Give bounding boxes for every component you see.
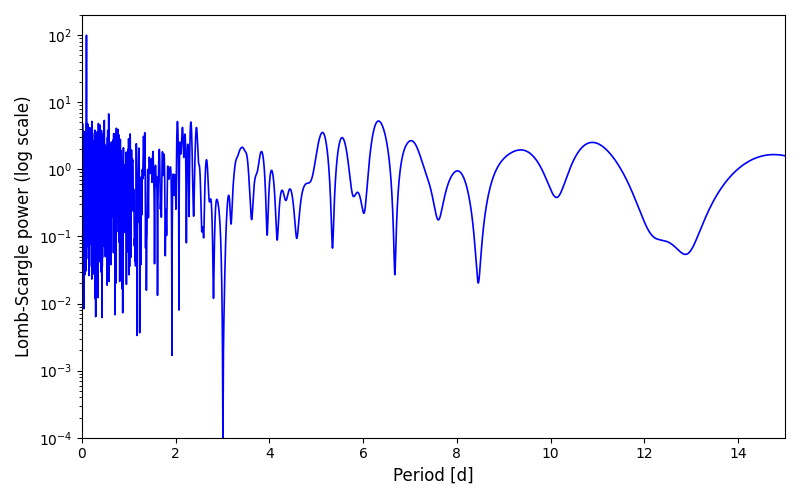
X-axis label: Period [d]: Period [d] — [393, 467, 474, 485]
Y-axis label: Lomb-Scargle power (log scale): Lomb-Scargle power (log scale) — [15, 96, 33, 357]
